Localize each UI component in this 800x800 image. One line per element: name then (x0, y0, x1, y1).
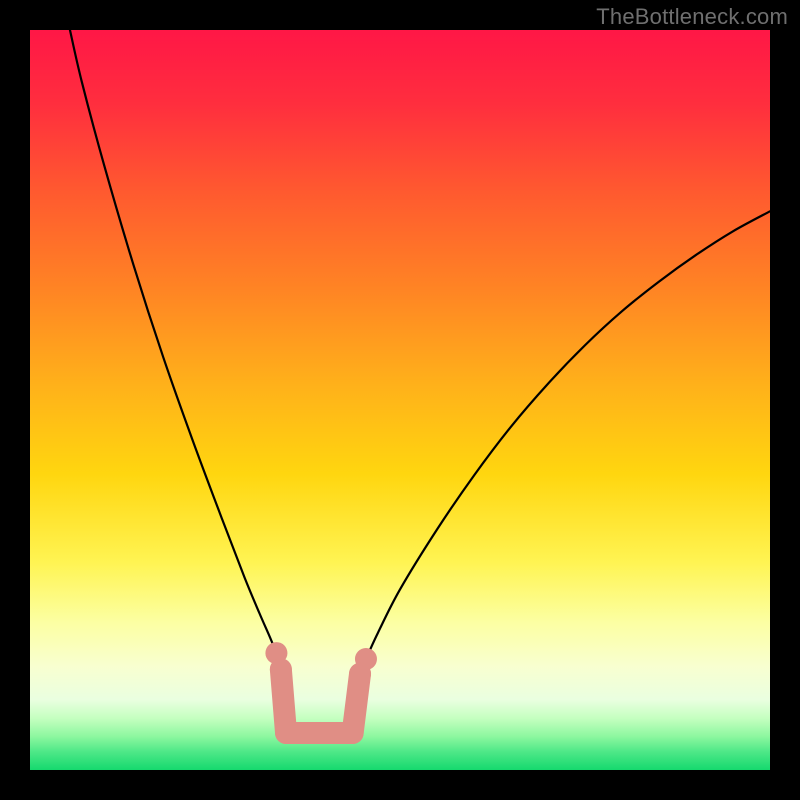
bottleneck-curve-chart (0, 0, 800, 800)
chart-container: TheBottleneck.com (0, 0, 800, 800)
watermark-text: TheBottleneck.com (596, 4, 788, 30)
plot-background (30, 30, 770, 770)
